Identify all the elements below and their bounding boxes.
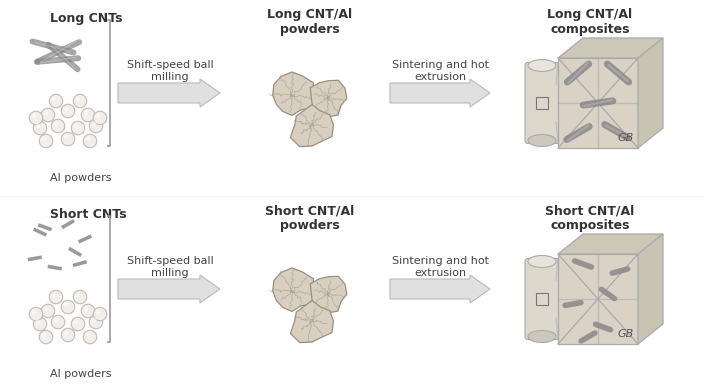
Circle shape bbox=[42, 304, 55, 318]
Circle shape bbox=[49, 290, 63, 304]
Circle shape bbox=[54, 122, 58, 126]
Bar bbox=[536, 293, 548, 305]
Polygon shape bbox=[310, 276, 347, 313]
Circle shape bbox=[92, 318, 96, 322]
Circle shape bbox=[61, 132, 75, 146]
Text: Shift-speed ball
milling: Shift-speed ball milling bbox=[127, 256, 213, 278]
Circle shape bbox=[33, 121, 46, 135]
Text: Short CNT/Al
composites: Short CNT/Al composites bbox=[546, 204, 634, 232]
Text: Sintering and hot
extrusion: Sintering and hot extrusion bbox=[391, 60, 489, 82]
Polygon shape bbox=[118, 79, 220, 107]
Polygon shape bbox=[638, 234, 663, 344]
Circle shape bbox=[42, 333, 46, 338]
Circle shape bbox=[42, 108, 55, 122]
Polygon shape bbox=[558, 58, 638, 148]
Polygon shape bbox=[118, 275, 220, 303]
Circle shape bbox=[51, 315, 65, 329]
Circle shape bbox=[93, 111, 107, 125]
Circle shape bbox=[96, 114, 101, 118]
Circle shape bbox=[49, 94, 63, 108]
Polygon shape bbox=[291, 301, 334, 343]
Polygon shape bbox=[390, 79, 490, 107]
Bar bbox=[536, 97, 548, 109]
Circle shape bbox=[51, 119, 65, 133]
FancyBboxPatch shape bbox=[525, 258, 559, 339]
Text: Al powders: Al powders bbox=[50, 369, 111, 379]
Circle shape bbox=[83, 134, 96, 148]
Circle shape bbox=[96, 310, 101, 314]
Circle shape bbox=[33, 317, 46, 331]
Text: Short CNTs: Short CNTs bbox=[50, 208, 127, 221]
Circle shape bbox=[84, 111, 89, 115]
Circle shape bbox=[32, 114, 37, 118]
Ellipse shape bbox=[528, 256, 556, 267]
Circle shape bbox=[30, 307, 43, 321]
Polygon shape bbox=[272, 72, 314, 116]
Circle shape bbox=[36, 123, 40, 128]
Circle shape bbox=[32, 310, 37, 314]
Circle shape bbox=[63, 134, 68, 140]
Text: Al powders: Al powders bbox=[50, 173, 111, 183]
Polygon shape bbox=[558, 254, 638, 344]
Polygon shape bbox=[310, 80, 347, 117]
Polygon shape bbox=[558, 234, 663, 254]
Text: Long CNT/Al
composites: Long CNT/Al composites bbox=[548, 8, 633, 36]
Circle shape bbox=[89, 119, 103, 133]
Circle shape bbox=[36, 319, 40, 324]
Circle shape bbox=[86, 137, 90, 142]
Ellipse shape bbox=[528, 134, 556, 147]
Circle shape bbox=[71, 317, 84, 331]
Text: Long CNTs: Long CNTs bbox=[50, 12, 122, 25]
Text: Short CNT/Al
powders: Short CNT/Al powders bbox=[265, 204, 355, 232]
Polygon shape bbox=[291, 105, 334, 147]
Circle shape bbox=[39, 134, 53, 148]
Polygon shape bbox=[638, 38, 663, 148]
Circle shape bbox=[81, 108, 95, 122]
Polygon shape bbox=[272, 268, 314, 312]
Circle shape bbox=[73, 290, 87, 304]
Circle shape bbox=[61, 104, 75, 118]
Circle shape bbox=[83, 330, 96, 344]
Circle shape bbox=[54, 318, 58, 322]
Polygon shape bbox=[558, 38, 663, 58]
Text: Shift-speed ball
milling: Shift-speed ball milling bbox=[127, 60, 213, 82]
Text: Sintering and hot
extrusion: Sintering and hot extrusion bbox=[391, 256, 489, 278]
Circle shape bbox=[42, 137, 46, 142]
Circle shape bbox=[89, 315, 103, 329]
Circle shape bbox=[63, 303, 68, 307]
Circle shape bbox=[61, 328, 75, 342]
Circle shape bbox=[30, 111, 43, 125]
Ellipse shape bbox=[528, 60, 556, 71]
Circle shape bbox=[75, 293, 80, 298]
Circle shape bbox=[74, 319, 78, 324]
Circle shape bbox=[93, 307, 107, 321]
Circle shape bbox=[71, 121, 84, 135]
Circle shape bbox=[74, 123, 78, 128]
Circle shape bbox=[44, 307, 49, 311]
Circle shape bbox=[63, 330, 68, 336]
Circle shape bbox=[73, 94, 87, 108]
FancyBboxPatch shape bbox=[525, 62, 559, 143]
Circle shape bbox=[92, 122, 96, 126]
Circle shape bbox=[81, 304, 95, 318]
Circle shape bbox=[86, 333, 90, 338]
Ellipse shape bbox=[528, 330, 556, 343]
Circle shape bbox=[61, 300, 75, 314]
Circle shape bbox=[51, 97, 56, 102]
Text: Long CNT/Al
powders: Long CNT/Al powders bbox=[268, 8, 353, 36]
Circle shape bbox=[75, 97, 80, 102]
Circle shape bbox=[63, 107, 68, 111]
Text: GB: GB bbox=[617, 329, 634, 339]
Circle shape bbox=[44, 111, 49, 115]
Text: GB: GB bbox=[617, 133, 634, 143]
Circle shape bbox=[39, 330, 53, 344]
Circle shape bbox=[84, 307, 89, 311]
Polygon shape bbox=[390, 275, 490, 303]
Circle shape bbox=[51, 293, 56, 298]
